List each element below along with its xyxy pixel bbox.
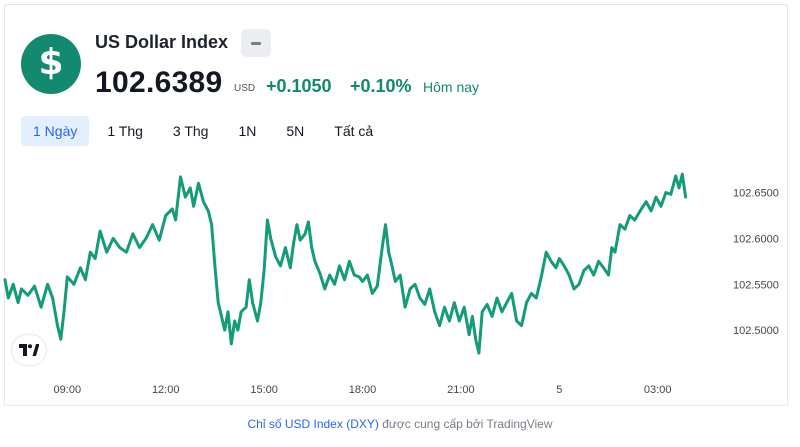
range-tabs: 1 Ngày 1 Thg 3 Thg 1N 5N Tất cả (21, 116, 385, 146)
tab-3-months[interactable]: 3 Thg (172, 123, 209, 139)
x-tick-label: 03:00 (644, 384, 672, 396)
attribution-link[interactable]: Chỉ số USD Index (DXY) (247, 417, 379, 431)
tab-all[interactable]: Tất cả (334, 123, 374, 139)
x-tick-label: 15:00 (250, 384, 278, 396)
currency-label: USD (234, 83, 256, 94)
dollar-logo-icon: $ (21, 34, 81, 94)
price-line-series-0[interactable] (3, 172, 688, 355)
tab-1-day[interactable]: 1 Ngày (21, 116, 90, 146)
tab-1-year[interactable]: 1N (238, 123, 257, 139)
tradingview-logo-icon[interactable] (12, 335, 46, 365)
x-tick-label: 09:00 (54, 384, 82, 396)
tab-5-years[interactable]: 5N (286, 123, 305, 139)
y-tick-label: 102.6500 (733, 188, 779, 200)
x-tick-label: 18:00 (349, 384, 377, 396)
change-absolute: +0.1050 (266, 76, 332, 96)
dollar-sign-icon: $ (38, 42, 64, 83)
change-percent: +0.10% (350, 76, 412, 96)
attribution-text: được cung cấp bởi TradingView (378, 417, 553, 431)
symbol-title[interactable]: US Dollar Index (95, 32, 229, 52)
tab-1-month[interactable]: 1 Thg (107, 123, 143, 139)
period-label: Hôm nay (423, 79, 480, 95)
y-tick-label: 102.5000 (733, 325, 779, 337)
quote-widget (4, 4, 788, 406)
x-tick-label: 12:00 (152, 384, 180, 396)
price-chart[interactable]: 09:00 12:00 15:00 18:00 21:00 5 03:00 102.6500… (0, 150, 800, 400)
y-tick-label: 102.5500 (733, 279, 779, 291)
minus-badge-icon[interactable] (241, 29, 271, 57)
x-tick-label: 5 (556, 384, 562, 396)
attribution: Chỉ số USD Index (DXY) được cung cấp bởi… (0, 417, 800, 431)
y-tick-label: 102.6000 (733, 233, 779, 245)
x-tick-label: 21:00 (447, 384, 475, 396)
last-price: 102.6389 (95, 66, 223, 99)
